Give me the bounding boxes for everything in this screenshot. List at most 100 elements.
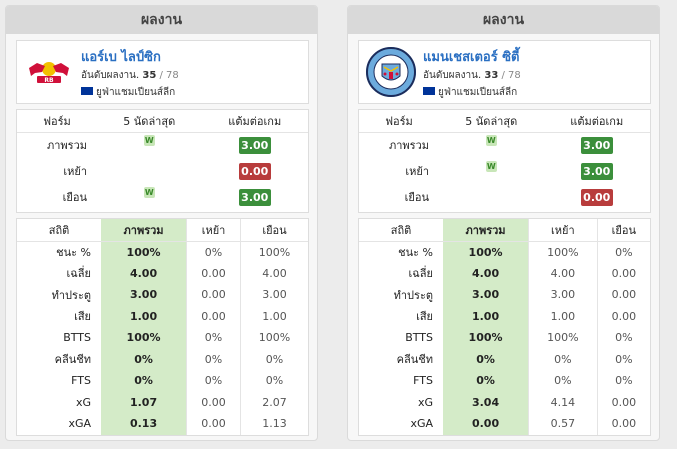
form-header: ฟอร์ม	[17, 110, 97, 133]
rank-label: อันดับผลงาน.	[81, 70, 140, 81]
win-badge[interactable]: W	[143, 134, 155, 146]
stats-row: เสีย 1.00 0.00 1.00	[17, 305, 308, 327]
stat-home: 0%	[186, 327, 241, 349]
stat-label: ชนะ %	[56, 246, 91, 259]
rank-value: 33	[484, 70, 499, 81]
home-header: เหย้า	[528, 219, 598, 242]
stat-label: xGA	[410, 417, 433, 431]
overall-header: ภาพรวม	[443, 219, 529, 242]
win-badge[interactable]: W	[485, 134, 497, 146]
away-header: เยือน	[596, 219, 650, 242]
ppg-badge: 0.00	[580, 188, 613, 206]
stat-home: 0.00	[186, 413, 241, 435]
stat-overall: 0.13	[101, 413, 187, 435]
ppg-badge: 3.00	[238, 188, 271, 206]
stats-row: xGA 0.00 0.57 0.00	[359, 413, 650, 435]
team-info: RB แอร์เบ ไลป์ซิก อันดับผลงาน. 35 / 78 ย…	[16, 40, 309, 104]
ppg-header: แต้มต่อเกม	[201, 110, 308, 133]
win-badge[interactable]: W	[143, 186, 155, 198]
stat-label: ทำประตู	[51, 288, 91, 302]
stat-overall: 100%	[443, 241, 529, 263]
stat-away: 0%	[596, 348, 650, 370]
stat-overall: 3.04	[443, 391, 529, 413]
stat-overall: 4.00	[443, 262, 529, 284]
form-row-label: ภาพรวม	[46, 139, 87, 153]
rank-text: อันดับผลงาน. 33 / 78	[423, 68, 521, 83]
team-name-link[interactable]: แมนเชสเตอร์ ซิตี้	[423, 50, 520, 65]
stat-overall: 1.07	[101, 391, 187, 413]
stat-label: xG	[417, 395, 433, 409]
stat-away: 1.13	[239, 413, 308, 435]
stat-home: 0.00	[186, 391, 241, 413]
form-row-home: เหย้า W 3.00	[359, 158, 650, 184]
rank-total: / 78	[501, 70, 521, 81]
stats-row: เฉลี่ย 4.00 4.00 0.00	[359, 262, 650, 284]
form-row-label: เยือน	[62, 191, 87, 204]
stats-row: เสีย 1.00 1.00 0.00	[359, 305, 650, 327]
stat-away: 2.07	[239, 391, 308, 413]
stat-label: เสีย	[416, 310, 433, 324]
form-table: ฟอร์ม 5 นัดล่าสุด แต้มต่อเกม ภาพรวม W 3.…	[17, 110, 308, 210]
stat-overall: 100%	[101, 327, 187, 349]
stats-header: สถิติ	[359, 219, 443, 242]
form-table: ฟอร์ม 5 นัดล่าสุด แต้มต่อเกม ภาพรวม W 3.…	[359, 110, 650, 210]
rank-label: อันดับผลงาน.	[423, 70, 482, 81]
stat-label: คลีนชีท	[396, 353, 433, 367]
stat-away: 0.00	[596, 284, 650, 306]
stat-away: 0.00	[596, 413, 650, 435]
stat-label: FTS	[71, 374, 91, 388]
stats-row: xG 3.04 4.14 0.00	[359, 391, 650, 413]
league-link[interactable]: ยูฟ่าแชมเปียนส์ลีก	[438, 87, 518, 98]
stat-overall: 100%	[101, 241, 187, 263]
form-row-overall: ภาพรวม W 3.00	[359, 132, 650, 158]
stat-home: 0%	[528, 348, 598, 370]
stat-away: 0%	[596, 370, 650, 392]
stat-home: 100%	[528, 241, 598, 263]
stat-away: 0.00	[596, 305, 650, 327]
stat-home: 0.00	[186, 262, 241, 284]
team-info: แมนเชสเตอร์ ซิตี้ อันดับผลงาน. 33 / 78 ย…	[358, 40, 651, 104]
team-name-link[interactable]: แอร์เบ ไลป์ซิก	[81, 50, 161, 65]
rank-value: 35	[142, 70, 157, 81]
stat-overall: 1.00	[443, 305, 529, 327]
win-badge[interactable]: W	[485, 160, 497, 172]
stat-home: 100%	[528, 327, 598, 349]
stat-home: 3.00	[528, 284, 598, 306]
stat-home: 0%	[186, 370, 241, 392]
rb-leipzig-logo-icon: RB	[23, 46, 75, 98]
stats-row: ทำประตู 3.00 3.00 0.00	[359, 284, 650, 306]
stat-overall: 0.00	[443, 413, 529, 435]
stats-header: สถิติ	[17, 219, 101, 242]
eu-flag-icon	[81, 87, 93, 95]
rank-text: อันดับผลงาน. 35 / 78	[81, 68, 179, 83]
stats-row: ชนะ % 100% 0% 100%	[17, 241, 308, 263]
stats-table-box: สถิติ ภาพรวม เหย้า เยือน ชนะ % 100% 0% 100%…	[16, 218, 309, 436]
stats-row: FTS 0% 0% 0%	[359, 370, 650, 392]
stat-away: 0%	[596, 327, 650, 349]
stat-overall: 100%	[443, 327, 529, 349]
last5-header: 5 นัดล่าสุด	[439, 110, 544, 133]
ppg-badge: 0.00	[238, 162, 271, 180]
stat-overall: 0%	[101, 348, 187, 370]
stat-overall: 3.00	[443, 284, 529, 306]
stats-row: คลีนชีท 0% 0% 0%	[359, 348, 650, 370]
stat-label: BTTS	[405, 331, 433, 345]
stats-row: xG 1.07 0.00 2.07	[17, 391, 308, 413]
stat-label: เฉลี่ย	[408, 267, 433, 281]
league-link[interactable]: ยูฟ่าแชมเปียนส์ลีก	[96, 87, 176, 98]
overall-header: ภาพรวม	[101, 219, 187, 242]
stats-table: สถิติ ภาพรวม เหย้า เยือน ชนะ % 100% 0% 100%…	[17, 219, 308, 435]
stats-row: คลีนชีท 0% 0% 0%	[17, 348, 308, 370]
form-row-overall: ภาพรวม W 3.00	[17, 132, 308, 158]
stat-home: 0.00	[186, 305, 241, 327]
form-table-box: ฟอร์ม 5 นัดล่าสุด แต้มต่อเกม ภาพรวม W 3.…	[358, 109, 651, 213]
form-row-label: เหย้า	[405, 165, 429, 178]
svg-text:RB: RB	[44, 77, 54, 84]
stat-overall: 0%	[443, 348, 529, 370]
stat-label: xGA	[68, 417, 91, 431]
stat-home: 0%	[186, 348, 241, 370]
stat-label: ทำประตู	[393, 288, 433, 302]
stat-home: 0%	[186, 241, 241, 263]
stat-home: 0.57	[528, 413, 598, 435]
stats-row: เฉลี่ย 4.00 0.00 4.00	[17, 262, 308, 284]
